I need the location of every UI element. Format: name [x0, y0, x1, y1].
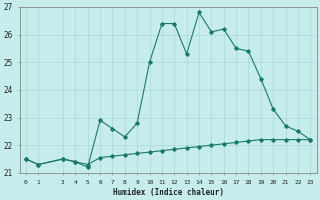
X-axis label: Humidex (Indice chaleur): Humidex (Indice chaleur)	[113, 188, 224, 197]
